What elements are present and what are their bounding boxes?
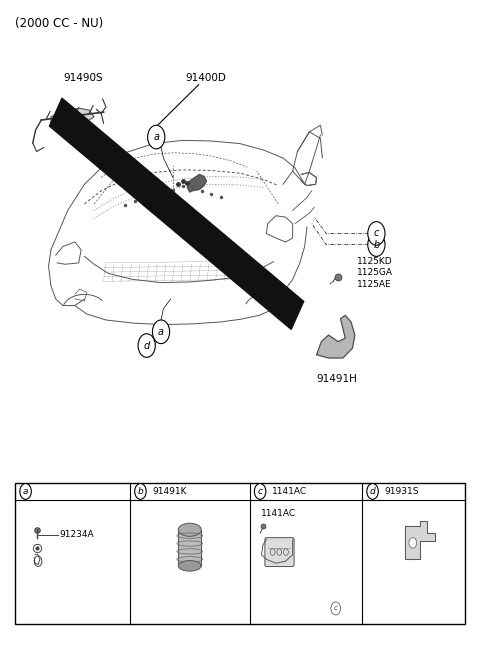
- Text: 91400D: 91400D: [185, 73, 226, 83]
- Text: b: b: [373, 240, 380, 250]
- Text: 91931S: 91931S: [384, 487, 419, 496]
- Text: a: a: [23, 487, 28, 496]
- Text: (2000 CC - NU): (2000 CC - NU): [15, 17, 103, 30]
- Circle shape: [20, 484, 31, 499]
- Bar: [15, 483, 465, 623]
- Text: 91491H: 91491H: [317, 374, 358, 384]
- Text: 1125KD: 1125KD: [357, 258, 393, 266]
- Polygon shape: [51, 108, 94, 125]
- Circle shape: [153, 320, 169, 344]
- Text: d: d: [144, 340, 150, 351]
- Circle shape: [409, 537, 417, 548]
- Text: 1141AC: 1141AC: [261, 509, 296, 518]
- Circle shape: [138, 334, 156, 357]
- Text: d: d: [370, 487, 375, 496]
- Text: c: c: [334, 606, 337, 612]
- Polygon shape: [187, 174, 206, 192]
- Polygon shape: [154, 195, 175, 206]
- Text: a: a: [158, 327, 164, 337]
- Text: 91490S: 91490S: [63, 73, 103, 83]
- Polygon shape: [49, 98, 304, 329]
- Text: 91491K: 91491K: [153, 487, 187, 496]
- Text: 1125AE: 1125AE: [357, 279, 392, 288]
- Circle shape: [368, 221, 385, 245]
- Ellipse shape: [178, 560, 201, 571]
- Text: b: b: [138, 487, 144, 496]
- Ellipse shape: [178, 523, 201, 536]
- Circle shape: [254, 484, 266, 499]
- Circle shape: [148, 125, 165, 149]
- Text: 1141AC: 1141AC: [272, 487, 307, 496]
- Text: c: c: [258, 487, 263, 496]
- Text: a: a: [153, 132, 159, 142]
- Circle shape: [367, 484, 378, 499]
- Polygon shape: [301, 173, 317, 185]
- Bar: [178, 530, 201, 566]
- FancyBboxPatch shape: [265, 537, 294, 566]
- Text: 91234A: 91234A: [59, 530, 94, 539]
- Polygon shape: [317, 315, 355, 358]
- Circle shape: [368, 233, 385, 256]
- Text: c: c: [374, 229, 379, 238]
- Polygon shape: [405, 521, 435, 559]
- Text: 1125GA: 1125GA: [357, 268, 393, 277]
- Circle shape: [135, 484, 146, 499]
